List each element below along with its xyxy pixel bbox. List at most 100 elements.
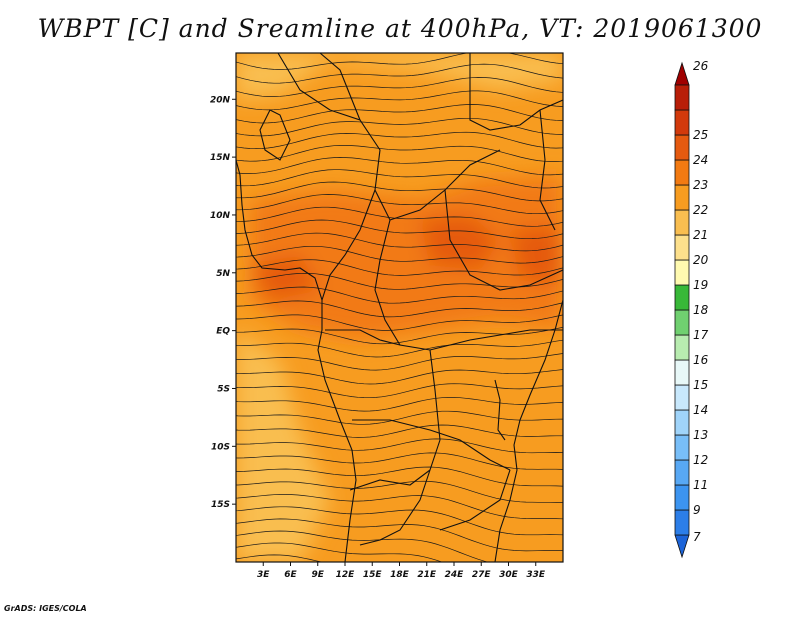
colorbar-segment — [674, 409, 690, 436]
streamline-1 — [236, 63, 563, 84]
border-7 — [325, 329, 401, 346]
streamline-28 — [236, 424, 563, 438]
streamline-3 — [236, 90, 563, 111]
streamline-7 — [236, 145, 563, 162]
streamline-10 — [236, 181, 563, 202]
colorbar-segment — [674, 309, 690, 336]
lat-tick-label: 15N — [210, 153, 231, 163]
lon-tick-label: 21E — [417, 570, 437, 580]
streamline-34 — [236, 506, 563, 536]
temperature-field-shading — [236, 53, 563, 562]
colorbar-segment — [674, 184, 690, 211]
lon-tick-label: 24E — [445, 570, 465, 580]
colorbar-label: 20 — [693, 253, 709, 267]
colorbar-label: 23 — [693, 178, 708, 192]
streamline-15 — [236, 245, 563, 264]
streamline-8 — [236, 157, 563, 176]
border-8 — [352, 419, 511, 471]
country-boundaries — [236, 53, 563, 562]
colorbar-label: 25 — [693, 128, 708, 142]
colorbar-label: 11 — [693, 478, 708, 492]
colorbar-segment — [674, 484, 690, 511]
border-5 — [374, 219, 563, 351]
colorbar-label: 13 — [693, 428, 708, 442]
lat-tick-label: 15S — [211, 500, 230, 510]
streamline-37 — [236, 542, 443, 562]
lat-tick-label: 5S — [217, 384, 230, 394]
streamline-6 — [236, 131, 563, 149]
streamline-18 — [236, 286, 563, 304]
colorbar-segment — [674, 334, 690, 361]
streamline-35 — [236, 518, 563, 552]
footer-credit: GrADS: IGES/COLA — [4, 604, 87, 613]
peak-region-east — [510, 225, 563, 285]
streamline-14 — [236, 232, 563, 252]
colorbar-label: 12 — [693, 453, 708, 467]
border-2 — [469, 53, 563, 131]
colorbar-segment — [674, 109, 690, 136]
coastline-west — [236, 159, 357, 562]
colorbar-label: 21 — [693, 228, 708, 242]
longitude-axis: 3E 6E 9E 12E 15E 18E 21E 24E 27E 30E 33E — [257, 562, 546, 580]
border-14 — [539, 109, 556, 231]
streamline-33 — [236, 494, 563, 520]
colorbar-label: 19 — [693, 278, 708, 292]
lon-tick-label: 12E — [336, 570, 356, 580]
colorbar-label: 22 — [693, 203, 708, 217]
lon-tick-label: 18E — [390, 570, 410, 580]
coastline-east — [494, 299, 563, 562]
colorbar-label: 14 — [693, 403, 708, 417]
colorbar-segment — [674, 259, 690, 286]
colorbar-label: 15 — [693, 378, 708, 392]
border-12 — [349, 469, 431, 491]
lon-tick-label: 27E — [472, 570, 492, 580]
colorbar-label: 17 — [693, 328, 709, 342]
colorbar-label: 7 — [693, 530, 701, 544]
border-4 — [321, 189, 376, 301]
streamlines — [236, 53, 563, 562]
lat-tick-label: 10N — [210, 211, 231, 221]
warm-region-band — [250, 175, 563, 340]
peak-region-west — [250, 255, 320, 300]
colorbar-label: 16 — [693, 353, 709, 367]
lon-tick-label: 9E — [312, 570, 325, 580]
colorbar-segment — [674, 209, 690, 236]
lon-tick-label: 30E — [499, 570, 519, 580]
colorbar-segment — [674, 459, 690, 486]
colorbar-segment — [674, 234, 690, 261]
streamline-24 — [236, 369, 563, 385]
colorbar-label: 18 — [693, 303, 709, 317]
streamline-27 — [236, 410, 563, 425]
streamline-9 — [236, 169, 563, 189]
colorbar-min-arrow — [674, 534, 690, 559]
colorbar-segment — [674, 384, 690, 411]
border-9 — [359, 439, 441, 546]
streamline-13 — [236, 219, 563, 240]
colorbar-segment — [674, 134, 690, 161]
streamline-16 — [236, 259, 563, 276]
border-6 — [444, 189, 563, 291]
lat-tick-label: 10S — [211, 442, 230, 452]
map-panel — [236, 53, 563, 562]
lake-region — [494, 379, 506, 441]
streamline-23 — [236, 353, 563, 371]
streamline-29 — [236, 438, 563, 454]
streamline-21 — [236, 326, 563, 345]
colorbar-segment — [674, 509, 690, 536]
colorbar: 7 9 11 12 13 14 15 16 17 18 19 20 21 22 23 24 25 26 — [674, 59, 709, 559]
streamline-31 — [236, 466, 563, 487]
colorbar-segment — [674, 434, 690, 461]
streamline-32 — [236, 480, 563, 504]
border-3 — [319, 53, 361, 121]
cool-region-southwest — [236, 330, 330, 562]
streamline-17 — [236, 272, 563, 290]
lon-tick-label: 3E — [257, 570, 270, 580]
colorbar-label: 26 — [693, 59, 709, 73]
streamline-25 — [236, 383, 563, 399]
colorbar-label: 9 — [693, 503, 701, 517]
cool-region-north — [236, 53, 563, 100]
border-13 — [259, 109, 291, 161]
latitude-axis: 20N 15N 10N 5N EQ 5S 10S 15S — [210, 95, 236, 510]
streamline-22 — [236, 339, 563, 358]
streamline-36 — [236, 530, 489, 562]
